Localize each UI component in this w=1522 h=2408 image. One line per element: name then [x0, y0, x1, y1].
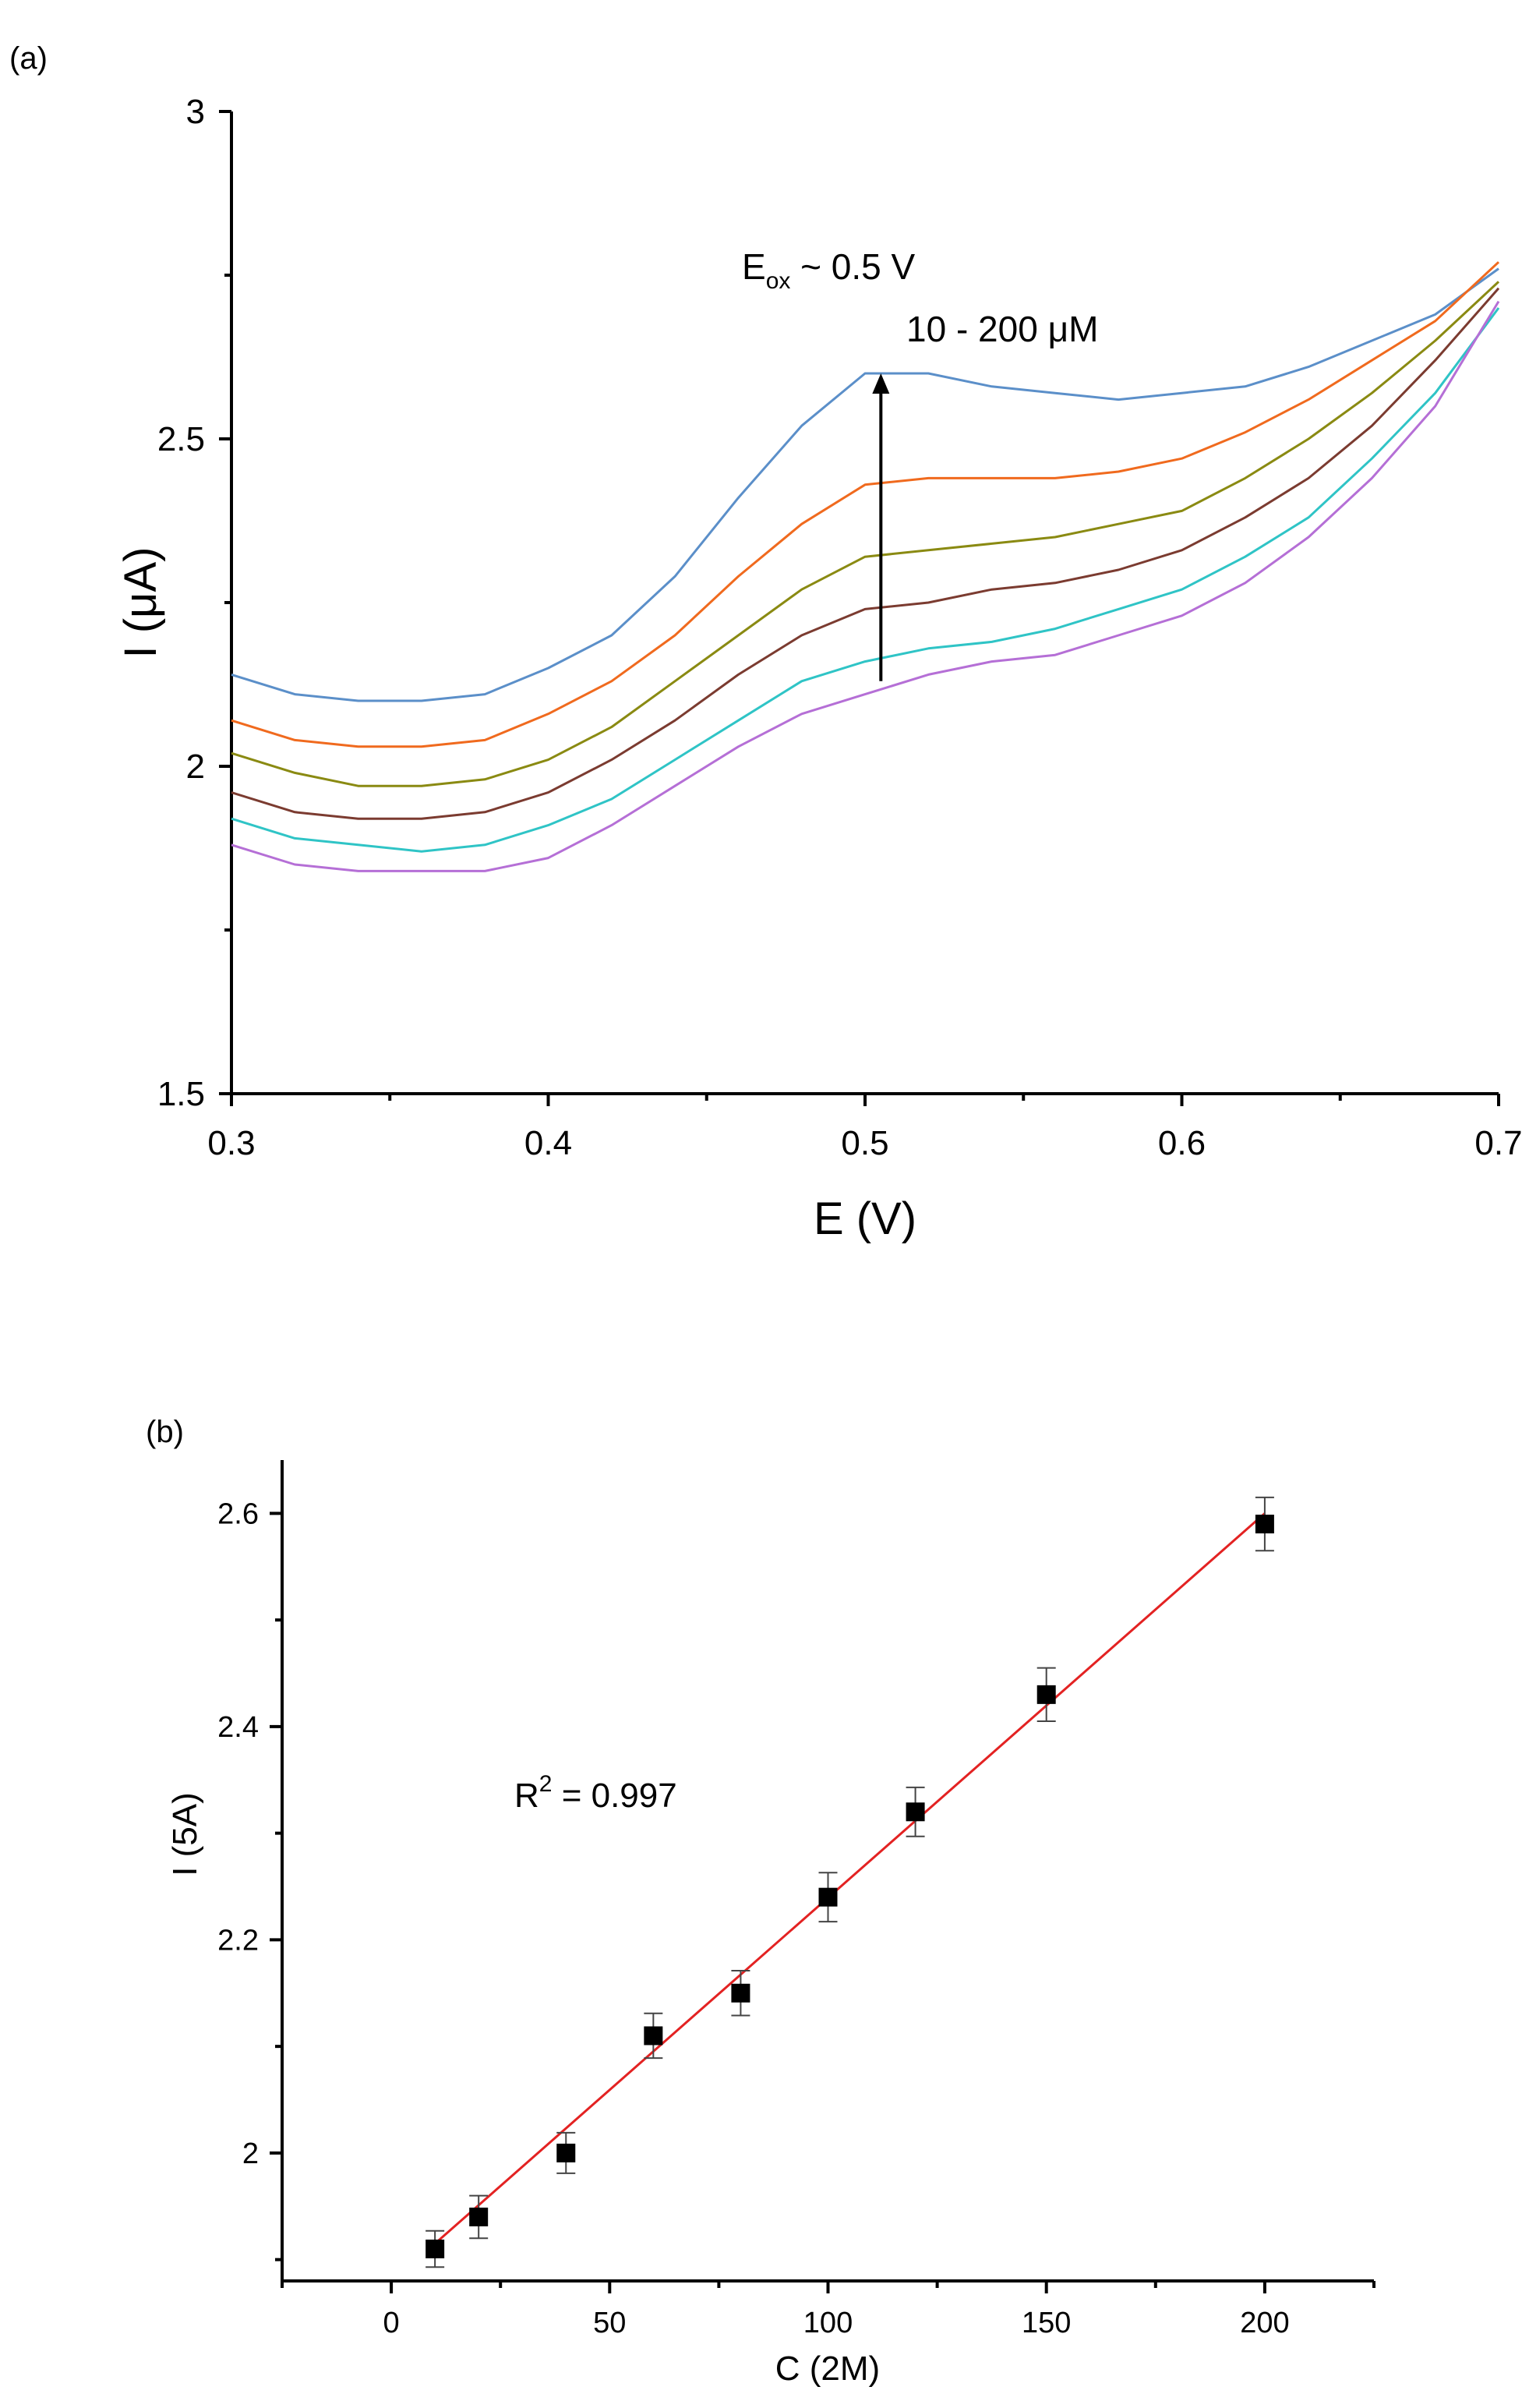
panel-a-x-tick-label: 0.7 [1474, 1124, 1522, 1162]
panel-b-y-ticks: 2 2.2 2.4 2.6 [217, 1497, 282, 2261]
r-squared-annotation: R2 = 0.997 [514, 1771, 677, 1815]
panel-b-y-axis-title: I (5A) [166, 1792, 204, 1876]
panel-b-y-tick-label: 2.6 [217, 1497, 259, 1530]
eox-value: ~ 0.5 V [790, 246, 915, 287]
panel-b-x-tick-label: 200 [1240, 2307, 1289, 2339]
r-squared-base: R [514, 1777, 539, 1815]
series-line-2 [231, 261, 1500, 748]
panel-a-x-tick-label: 0.5 [841, 1124, 888, 1162]
panel-a-x-tick-label: 0.3 [207, 1124, 255, 1162]
data-point [818, 1887, 838, 1907]
panel-a-y-ticks: 1.5 2 2.5 3 [157, 93, 231, 1113]
arrow [872, 373, 890, 681]
panel-b-points [426, 1496, 1274, 2268]
panel-b-x-tick-label: 150 [1022, 2307, 1071, 2339]
panel-b-x-tick-label: 100 [803, 2307, 853, 2339]
series-line-5 [231, 307, 1500, 853]
panel-a-x-axis-title: E (V) [814, 1193, 916, 1244]
data-point [1036, 1685, 1056, 1704]
panel-a-y-tick-label: 3 [186, 93, 205, 131]
series-line-4 [231, 287, 1500, 820]
panel-b-y-tick-label: 2.4 [217, 1711, 259, 1744]
panel-a-y-axis-title: I (μA) [115, 547, 166, 659]
panel-a-y-tick-label: 2.5 [157, 420, 205, 458]
panel-b-x-ticks: 0 50 100 150 200 [281, 2281, 1375, 2339]
data-point [644, 2026, 663, 2046]
data-point [906, 1802, 925, 1822]
concentration-range-annotation: 10 - 200 μM [906, 309, 1098, 349]
r-squared-superscript: 2 [539, 1771, 553, 1797]
panel-b-x-tick-label: 0 [383, 2307, 400, 2339]
panel-a-x-tick-label: 0.6 [1158, 1124, 1206, 1162]
fit-line [434, 1512, 1266, 2245]
series-line-3 [231, 281, 1500, 787]
r-squared-value: = 0.997 [552, 1777, 676, 1815]
panel-b-y-tick-label: 2 [242, 2137, 259, 2170]
panel-b-x-tick-label: 50 [593, 2307, 626, 2339]
panel-a-y-tick-label: 2 [186, 748, 205, 786]
panel-b-x-axis-title: C (2M) [775, 2350, 880, 2388]
panel-a-x-tick-label: 0.4 [524, 1124, 572, 1162]
eox-annotation: Eox ~ 0.5 V [742, 246, 916, 294]
data-point [556, 2143, 576, 2162]
data-point [426, 2239, 445, 2258]
series-line-6 [231, 300, 1500, 872]
panel-a-series [231, 261, 1500, 872]
eox-subscript: ox [766, 268, 791, 294]
data-point [469, 2207, 489, 2226]
panel-a: (a) 0.3 0.4 0.5 0.6 0.7 1.5 2 2.5 3 E (V) I (μA… [9, 41, 1522, 1244]
arrow-head [872, 373, 890, 394]
data-point [1255, 1515, 1274, 1534]
eox-base: E [742, 246, 766, 287]
panel-b-label: (b) [146, 1415, 184, 1449]
fit-line-group [434, 1512, 1266, 2245]
panel-a-y-tick-label: 1.5 [157, 1075, 205, 1113]
data-point [731, 1983, 750, 2003]
panel-a-label: (a) [9, 41, 48, 76]
series-line-1 [231, 267, 1499, 702]
panel-a-x-ticks: 0.3 0.4 0.5 0.6 0.7 [207, 1094, 1522, 1162]
panel-b-y-tick-label: 2.2 [217, 1924, 259, 1957]
panel-b: (b) 0 50 100 150 200 2 2.2 2.4 2.6 C (2M) I (5A… [146, 1415, 1375, 2388]
